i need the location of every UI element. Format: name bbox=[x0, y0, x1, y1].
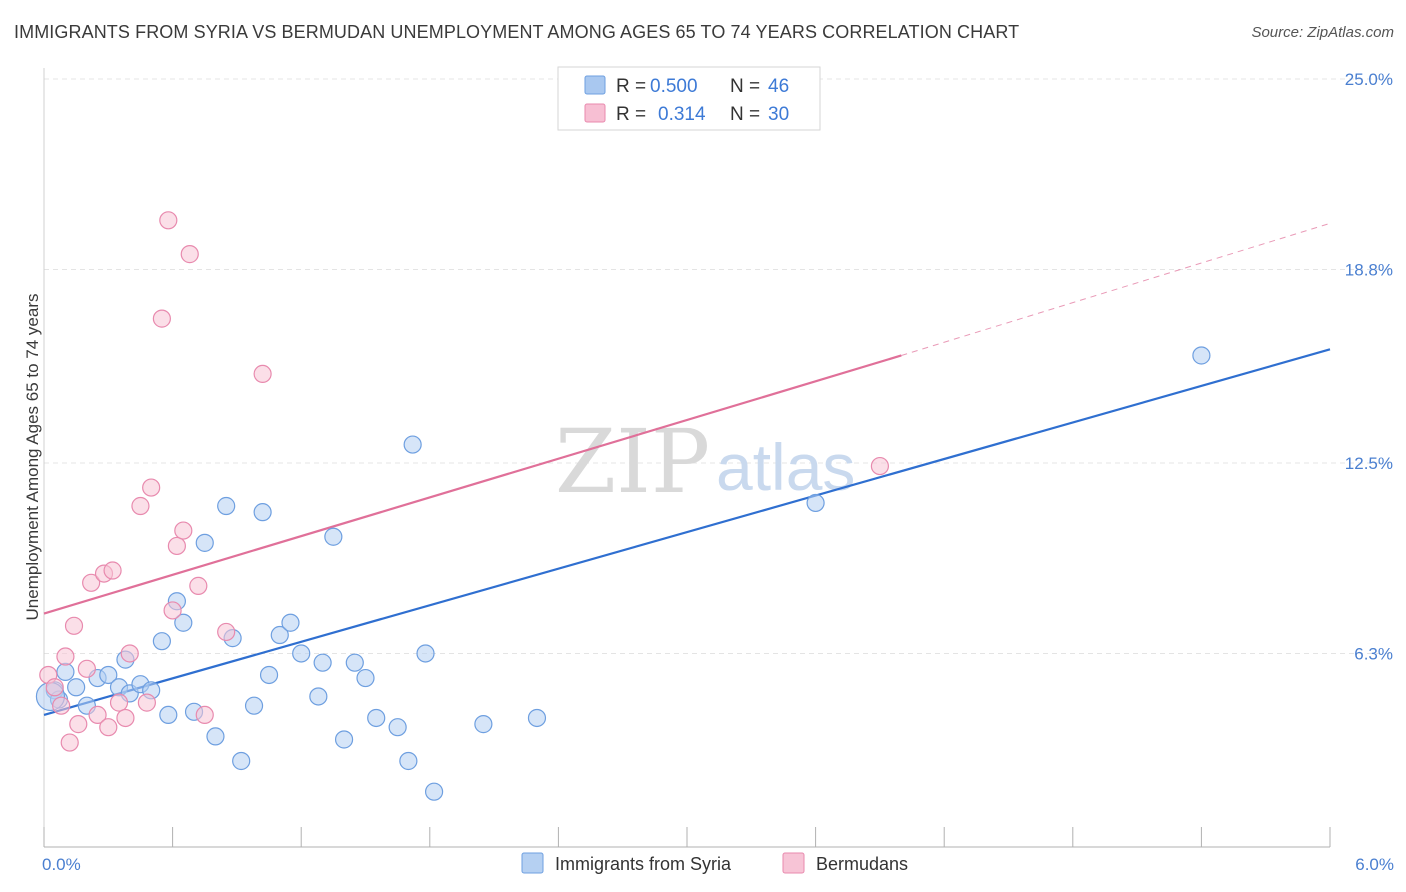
watermark: ZIP atlas bbox=[555, 410, 855, 513]
bermudans-point-14 bbox=[116, 708, 135, 728]
bermudans-point-24 bbox=[180, 245, 199, 264]
bermudans-point-23 bbox=[174, 521, 193, 540]
y-tick-labels: 6.3% 12.5% 18.8% 25.0% bbox=[1345, 70, 1393, 663]
y-tick-label-0: 6.3% bbox=[1354, 644, 1393, 663]
bermudans-point-26 bbox=[195, 705, 214, 725]
data-points bbox=[35, 69, 1211, 801]
bermudans-point-4 bbox=[60, 733, 79, 752]
legend-swatch-bermudans bbox=[584, 103, 606, 123]
syria-point-25 bbox=[270, 625, 289, 645]
bottom-legend: Immigrants from Syria Bermudans bbox=[521, 852, 908, 874]
bermudans-point-11 bbox=[99, 718, 118, 737]
bottom-legend-label-syria: Immigrants from Syria bbox=[555, 854, 732, 874]
syria-point-19 bbox=[217, 496, 236, 516]
legend-swatch-syria bbox=[584, 75, 606, 95]
x-tick-label-min: 0.0% bbox=[42, 855, 81, 874]
bermudans-point-17 bbox=[137, 693, 156, 712]
y-axis-title: Unemployment Among Ages 65 to 74 years bbox=[23, 294, 42, 621]
bermudans-point-2 bbox=[52, 696, 71, 715]
bermudans-point-16 bbox=[131, 496, 150, 516]
trendline-0 bbox=[43, 348, 1331, 716]
syria-point-28 bbox=[309, 687, 328, 706]
watermark-zip: ZIP bbox=[555, 410, 710, 513]
bermudans-point-25 bbox=[189, 576, 208, 595]
legend-n-label-syria: N = bbox=[730, 76, 760, 97]
syria-point-13 bbox=[159, 705, 178, 725]
bermudans-point-15 bbox=[120, 644, 139, 663]
trendlines bbox=[43, 222, 1331, 716]
syria-point-33 bbox=[356, 668, 375, 688]
syria-point-3 bbox=[67, 678, 86, 697]
axes bbox=[43, 68, 1331, 848]
bermudans-point-29 bbox=[870, 456, 890, 476]
syria-point-24 bbox=[259, 665, 279, 685]
syria-point-6 bbox=[99, 665, 118, 685]
syria-point-29 bbox=[313, 653, 332, 672]
bermudans-point-13 bbox=[109, 693, 129, 712]
bermudans-point-21 bbox=[163, 601, 182, 620]
trendline-1 bbox=[43, 354, 902, 615]
syria-point-43 bbox=[806, 493, 825, 513]
bermudans-point-20 bbox=[159, 211, 178, 230]
syria-point-17 bbox=[195, 533, 214, 552]
source-label: Source: ZipAtlas.com bbox=[1251, 24, 1394, 41]
bermudans-point-22 bbox=[167, 536, 186, 556]
bermudans-point-27 bbox=[217, 622, 236, 642]
bottom-legend-label-bermudans: Bermudans bbox=[816, 854, 908, 874]
syria-point-41 bbox=[527, 708, 547, 728]
legend: R = 0.500 N = 46 R = 0.314 N = 30 bbox=[557, 66, 821, 131]
legend-r-label-bermudans: R = bbox=[616, 104, 646, 125]
syria-point-36 bbox=[399, 751, 418, 771]
legend-r-label-syria: R = bbox=[616, 76, 646, 97]
legend-n-label-bermudans: N = bbox=[730, 104, 760, 125]
chart-title: IMMIGRANTS FROM SYRIA VS BERMUDAN UNEMPL… bbox=[14, 22, 1020, 42]
syria-point-35 bbox=[388, 718, 407, 737]
gridlines bbox=[44, 78, 1392, 654]
legend-n-value-syria: 46 bbox=[768, 76, 789, 97]
trendline-extension-1 bbox=[901, 222, 1331, 356]
syria-point-27 bbox=[292, 644, 311, 663]
bermudans-point-6 bbox=[69, 715, 88, 734]
syria-point-23 bbox=[253, 503, 272, 522]
legend-r-value-syria: 0.500 bbox=[650, 76, 698, 97]
x-tick-label-max: 6.0% bbox=[1355, 855, 1394, 874]
bottom-legend-swatch-syria bbox=[521, 852, 544, 874]
bermudans-point-1 bbox=[45, 678, 64, 697]
syria-point-15 bbox=[174, 613, 193, 632]
watermark-atlas: atlas bbox=[716, 430, 855, 504]
syria-point-21 bbox=[232, 751, 251, 771]
syria-point-37 bbox=[403, 435, 422, 454]
bermudans-point-18 bbox=[142, 478, 161, 497]
legend-n-value-bermudans: 30 bbox=[768, 104, 789, 125]
bermudans-point-3 bbox=[56, 647, 75, 666]
syria-point-26 bbox=[281, 613, 300, 632]
syria-point-30 bbox=[324, 527, 343, 546]
syria-point-2 bbox=[56, 662, 75, 681]
syria-point-39 bbox=[424, 782, 444, 801]
syria-point-18 bbox=[206, 727, 225, 746]
syria-point-32 bbox=[345, 653, 364, 672]
bermudans-point-12 bbox=[103, 561, 122, 580]
syria-point-34 bbox=[367, 708, 386, 728]
bermudans-point-9 bbox=[88, 705, 107, 725]
syria-point-40 bbox=[474, 715, 493, 734]
bermudans-point-8 bbox=[82, 573, 101, 592]
syria-point-12 bbox=[152, 632, 171, 651]
bermudans-point-19 bbox=[152, 309, 171, 328]
y-tick-label-2: 18.8% bbox=[1345, 260, 1393, 279]
syria-point-44 bbox=[1192, 346, 1211, 365]
syria-point-31 bbox=[334, 730, 354, 749]
bottom-legend-swatch-bermudans bbox=[782, 852, 805, 874]
bermudans-point-28 bbox=[253, 364, 272, 384]
legend-r-value-bermudans: 0.314 bbox=[658, 104, 706, 125]
bermudans-point-7 bbox=[77, 659, 96, 678]
syria-point-38 bbox=[416, 644, 435, 663]
y-tick-label-3: 25.0% bbox=[1345, 70, 1393, 89]
syria-point-22 bbox=[244, 696, 264, 715]
bermudans-point-5 bbox=[64, 616, 84, 635]
y-tick-label-1: 12.5% bbox=[1345, 454, 1393, 473]
